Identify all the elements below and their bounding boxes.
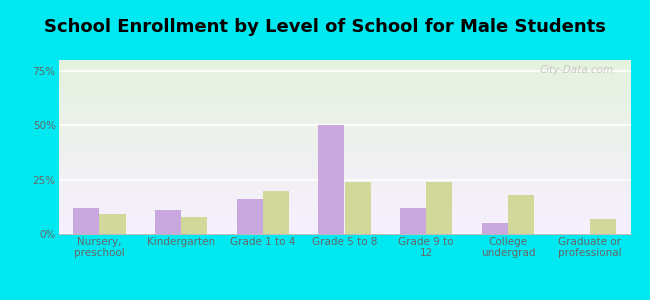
Bar <box>344 182 370 234</box>
Bar <box>426 182 452 234</box>
Bar <box>99 214 125 234</box>
Bar <box>237 199 263 234</box>
Bar <box>482 223 508 234</box>
Bar <box>318 125 344 234</box>
Bar <box>73 208 99 234</box>
Text: School Enrollment by Level of School for Male Students: School Enrollment by Level of School for… <box>44 18 606 36</box>
Bar <box>181 217 207 234</box>
Bar <box>263 190 289 234</box>
Text: City-Data.com: City-Data.com <box>540 65 614 75</box>
Bar <box>155 210 181 234</box>
Bar <box>400 208 426 234</box>
Bar <box>508 195 534 234</box>
Bar <box>590 219 616 234</box>
